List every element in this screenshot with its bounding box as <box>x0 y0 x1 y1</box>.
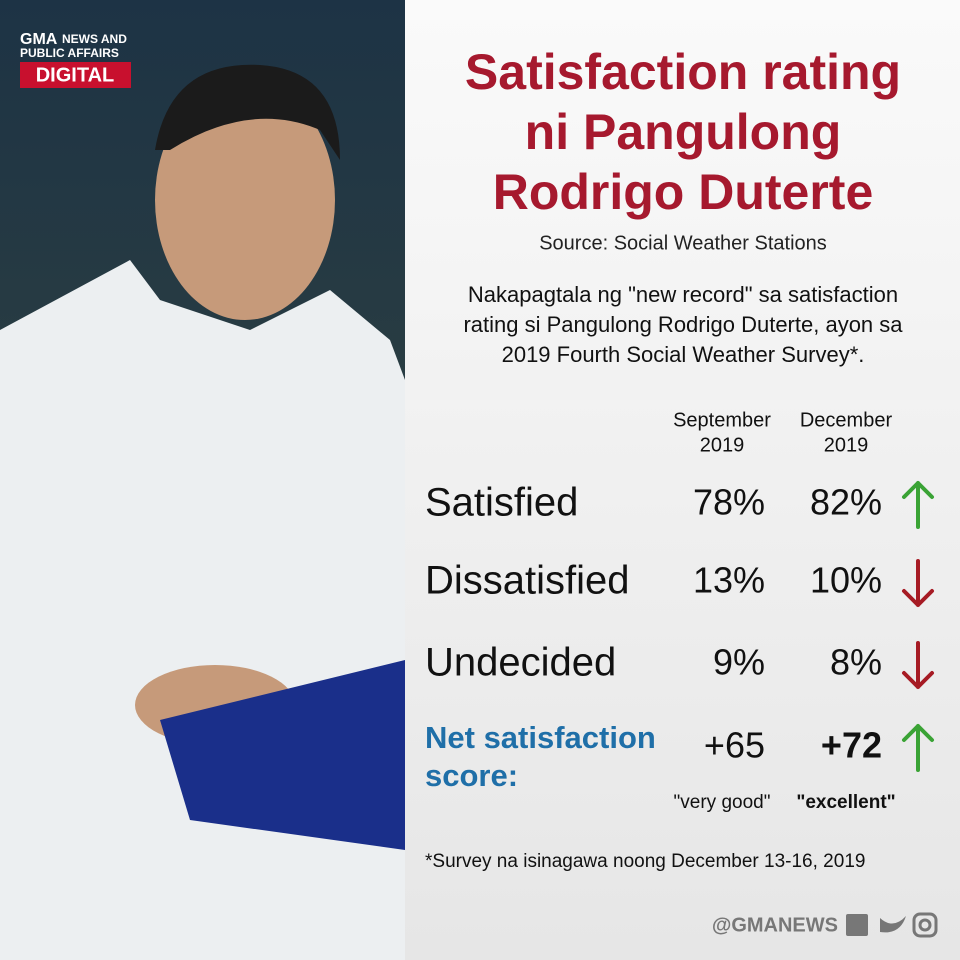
table: September 2019 December 2019 Satisfied 78% 82%… <box>425 409 934 813</box>
source: Source: Social Weather Stations <box>539 232 827 254</box>
column-header: September <box>673 409 771 431</box>
net-value: +72 <box>821 725 882 766</box>
column-header: 2019 <box>700 434 745 456</box>
footnote: *Survey na isinagawa noong December 13-1… <box>425 851 865 872</box>
net-note: "very good" <box>674 792 771 813</box>
logo: GMA NEWS AND PUBLIC AFFAIRS DIGITAL <box>20 31 131 88</box>
intro-line: rating si Pangulong Rodrigo Duterte, ayo… <box>463 312 903 337</box>
cell-value: 82% <box>810 482 882 523</box>
cell-value: 9% <box>713 642 765 683</box>
social-icons <box>846 912 938 938</box>
row-label: Dissatisfied <box>425 559 630 603</box>
row-label: Undecided <box>425 641 616 685</box>
intro-line: Nakapagtala ng "new record" sa satisfact… <box>468 282 898 307</box>
logo-line: NEWS AND <box>62 32 127 46</box>
intro-line: 2019 Fourth Social Weather Survey*. <box>502 342 865 367</box>
handle: @GMANEWS <box>712 914 838 936</box>
trend-arrow <box>902 724 934 772</box>
row-label: Satisfied <box>425 481 578 525</box>
photo <box>0 0 405 960</box>
trend-arrow <box>902 559 934 607</box>
logo-brand: GMA <box>20 31 58 48</box>
title-line: Rodrigo Duterte <box>493 164 874 220</box>
title-line: Satisfaction rating <box>465 44 901 100</box>
title-line: ni Pangulong <box>525 104 842 160</box>
trend-arrow <box>902 641 934 689</box>
net-value: +65 <box>704 725 765 766</box>
logo-line: PUBLIC AFFAIRS <box>20 46 119 60</box>
net-label: score: <box>425 758 518 793</box>
net-label: Net satisfaction <box>425 720 656 755</box>
cell-value: 13% <box>693 560 765 601</box>
trend-arrow <box>902 481 934 529</box>
text-panel <box>405 0 960 960</box>
logo-tag: DIGITAL <box>36 64 115 86</box>
cell-value: 8% <box>830 642 882 683</box>
column-header: 2019 <box>824 434 869 456</box>
net-note: "excellent" <box>796 792 895 813</box>
logo-badge <box>20 62 131 88</box>
column-header: December <box>800 409 893 431</box>
cell-value: 78% <box>693 482 765 523</box>
cell-value: 10% <box>810 560 882 601</box>
